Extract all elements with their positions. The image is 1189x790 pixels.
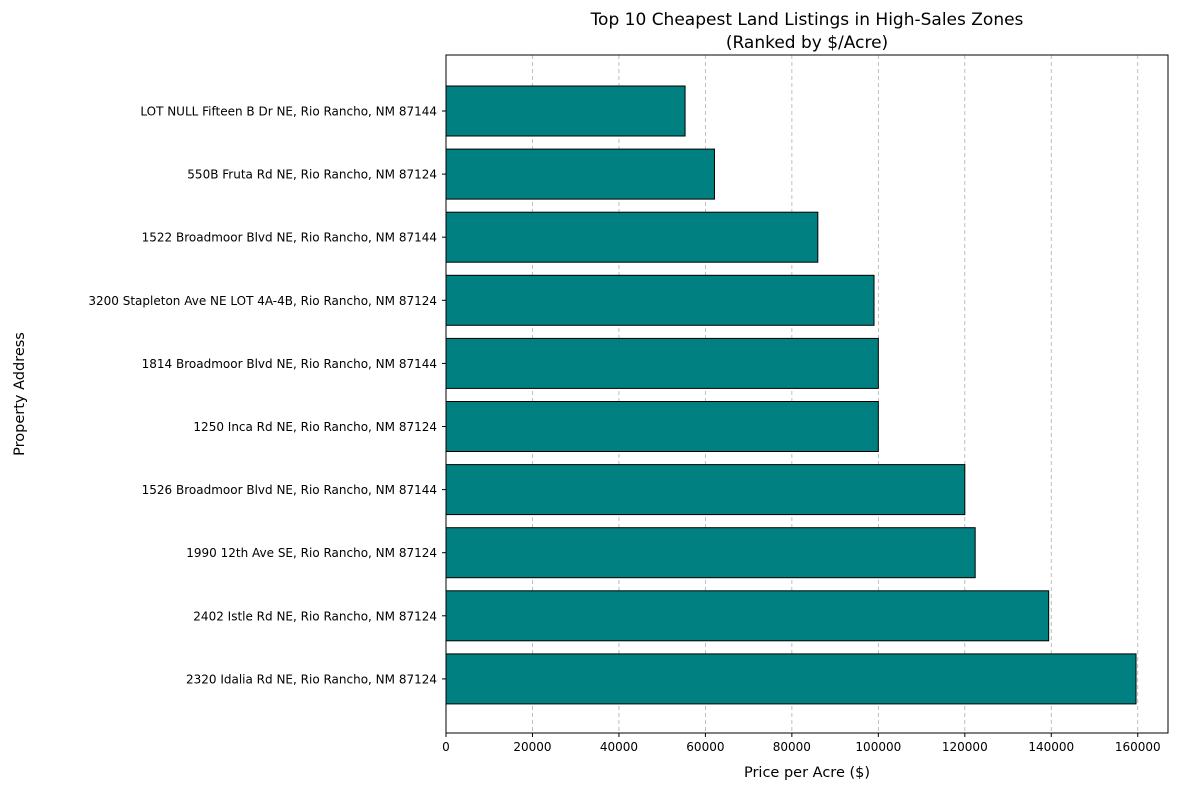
bar: [445, 274, 875, 326]
y-tick-label: LOT NULL Fifteen B Dr NE, Rio Rancho, NM…: [140, 105, 437, 119]
y-tick-label: 1526 Broadmoor Blvd NE, Rio Rancho, NM 8…: [142, 483, 437, 497]
y-tick-label: 2402 Istle Rd NE, Rio Rancho, NM 87124: [193, 609, 437, 623]
y-tick-label: 1814 Broadmoor Blvd NE, Rio Rancho, NM 8…: [142, 357, 437, 371]
x-tick-label: 40000: [600, 740, 638, 754]
y-tick-label: 1990 12th Ave SE, Rio Rancho, NM 87124: [186, 546, 437, 560]
y-tick-label: 2320 Idalia Rd NE, Rio Rancho, NM 87124: [186, 672, 437, 686]
y-tick-label: 1250 Inca Rd NE, Rio Rancho, NM 87124: [193, 420, 437, 434]
x-tick-label: 120000: [942, 740, 988, 754]
x-tick-label: 100000: [855, 740, 901, 754]
x-axis-label: Price per Acre ($): [744, 765, 870, 781]
bar: [445, 653, 1137, 705]
x-tick-label: 160000: [1115, 740, 1161, 754]
chart-subtitle: (Ranked by $/Acre): [726, 33, 888, 53]
y-axis-label: Property Address: [12, 332, 28, 456]
y-tick-label: 550B Fruta Rd NE, Rio Rancho, NM 87124: [187, 168, 437, 182]
x-tick-label: 20000: [513, 740, 551, 754]
x-tick-label: 60000: [686, 740, 724, 754]
bar: [445, 85, 686, 137]
y-axis-ticks: LOT NULL Fifteen B Dr NE, Rio Rancho, NM…: [88, 105, 446, 686]
bar: [445, 337, 879, 389]
y-tick-label: 3200 Stapleton Ave NE LOT 4A-4B, Rio Ran…: [88, 294, 437, 308]
y-tick-label: 1522 Broadmoor Blvd NE, Rio Rancho, NM 8…: [142, 231, 437, 245]
bars: [445, 85, 1137, 705]
bar: [445, 401, 879, 452]
bar: [445, 590, 1050, 642]
plot-frame: [445, 54, 1169, 734]
x-tick-label: 0: [442, 740, 450, 754]
bar: [445, 464, 966, 516]
bar: [445, 211, 819, 263]
x-tick-label: 140000: [1028, 740, 1074, 754]
x-axis-ticks: 0 20000 40000 60000 80000 100000 120000 140000 1…: [442, 733, 1161, 754]
bar: [445, 527, 976, 579]
x-tick-label: 80000: [773, 740, 811, 754]
chart-title: Top 10 Cheapest Land Listings in High-Sa…: [590, 10, 1024, 30]
bar: [445, 148, 715, 200]
